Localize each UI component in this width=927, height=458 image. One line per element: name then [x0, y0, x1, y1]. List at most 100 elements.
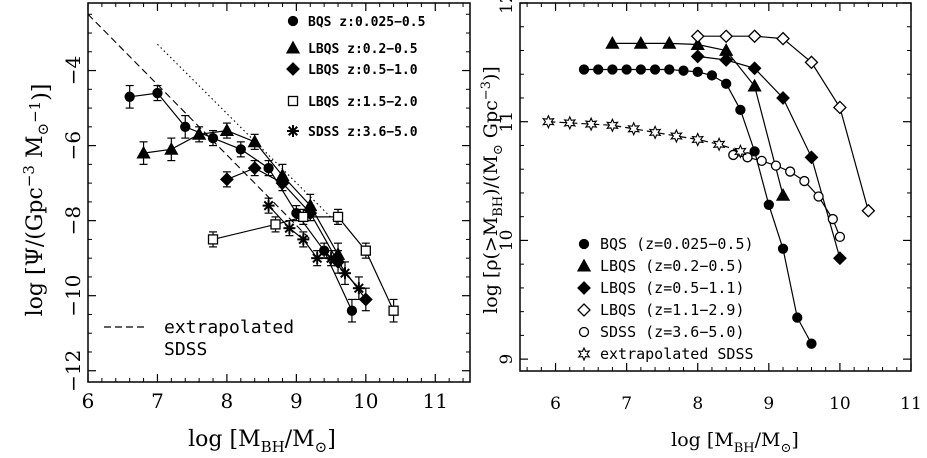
right-series-diamond-line [697, 55, 841, 259]
right-point-circle-open [799, 175, 810, 187]
right-legend-label: SDSS (z=3.6−5.0) [600, 323, 745, 341]
left-point-star [338, 267, 351, 280]
right-legend-label: LBQS (z=0.5−1.1) [600, 279, 745, 297]
right-point-diamond [832, 251, 847, 266]
left-point-circle [152, 87, 163, 99]
right-y-tick-label: 11 [497, 111, 517, 133]
right-point-circle [649, 64, 661, 75]
right-point-circle [593, 64, 604, 75]
right-point-diamond-open [776, 31, 790, 46]
left-legend-marker-square-open [287, 95, 299, 107]
right-point-triangle [662, 36, 677, 49]
right-legend-marker-triangle [576, 258, 592, 272]
right-y-tick-label: 12 [497, 0, 517, 14]
left-point-star [297, 233, 310, 246]
left-y-tick-label: −4 [61, 56, 85, 85]
right-point-star-open [734, 144, 747, 159]
left-legend-marker-triangle [285, 40, 301, 54]
left-point-circle [180, 121, 191, 132]
right-legend-label: LBQS (z=1.1−2.9) [600, 301, 745, 319]
right-point-circle-open [834, 231, 846, 243]
right-point-star-open [648, 125, 662, 140]
right-y-tick-label: 9 [497, 354, 517, 365]
left-point-star [311, 252, 324, 265]
right-point-circle [749, 146, 760, 157]
right-point-star-open [670, 128, 683, 144]
left-point-square-open [298, 211, 309, 223]
left-point-triangle [192, 126, 207, 140]
right-x-tick-label: 7 [621, 394, 632, 414]
left-point-star [283, 222, 296, 235]
left-point-circle [124, 91, 135, 102]
left-point-diamond [219, 172, 234, 187]
left-x-tick-label: 8 [221, 389, 234, 413]
left-legend-label: LBQS z:0.2−0.5 [308, 42, 418, 57]
right-point-circle [664, 64, 675, 75]
right-y-axis-label: log [ρ(>MBH)/(M⊙ Gpc−3)] [479, 66, 506, 314]
right-series-star-open-line [548, 121, 741, 152]
right-point-star-open [584, 116, 598, 132]
left-x-tick-label: 6 [82, 389, 95, 413]
right-point-diamond-open [719, 29, 734, 44]
left-point-diamond [275, 176, 290, 191]
left-point-star [262, 199, 275, 212]
left-y-tick-label: −8 [61, 206, 85, 235]
right-point-circle [806, 338, 817, 349]
right-x-tick-label: 8 [692, 394, 703, 414]
left-legend-marker-circle [287, 15, 299, 27]
left-legend-label: LBQS z:0.5−1.0 [308, 63, 418, 78]
right-point-circle [607, 64, 618, 75]
left-legend-label: SDSS z:3.6−5.0 [308, 125, 418, 140]
right-x-tick-label: 11 [900, 394, 922, 414]
right-point-triangle [633, 36, 648, 49]
right-point-circle [678, 65, 689, 76]
left-point-triangle [136, 145, 151, 159]
right-legend-marker-diamond-open [577, 303, 591, 317]
right-point-star-open [563, 115, 577, 131]
right-legend-marker-star-open [577, 346, 591, 362]
left-point-square-open [360, 245, 371, 256]
right-panel: 6 7 8 9 10 11 9 10 11 12 BQS (z=0.025−0.5) LBQS (z… [479, 0, 922, 456]
right-point-diamond-open [861, 203, 876, 218]
left-x-tick-label: 10 [353, 389, 378, 413]
right-point-circle-open [784, 166, 796, 177]
right-point-circle [621, 64, 632, 75]
right-point-circle [792, 312, 803, 323]
left-point-circle [207, 132, 219, 144]
left-x-tick-label: 7 [151, 389, 164, 413]
right-point-diamond [719, 53, 734, 67]
right-legend-label: LBQS (z=0.2−0.5) [600, 257, 745, 275]
left-point-star [352, 282, 365, 295]
left-legend-marker-diamond [286, 62, 300, 76]
right-point-circle [777, 243, 789, 254]
left-point-triangle [247, 134, 262, 148]
left-point-triangle [219, 123, 235, 137]
left-y-tick-label: −6 [61, 131, 85, 160]
right-legend-marker-circle [578, 238, 590, 250]
right-legend-marker-diamond [577, 281, 591, 295]
right-point-circle [763, 199, 774, 210]
right-point-diamond-open [804, 55, 819, 70]
left-legend-label: LBQS z:1.5−2.0 [308, 95, 418, 110]
right-point-star-open [691, 132, 705, 147]
left-point-circle [346, 305, 358, 316]
left-legend-label: BQS z:0.025−0.5 [308, 15, 425, 30]
left-x-tick-label: 11 [423, 389, 448, 413]
left-series-triangle-line [143, 129, 339, 255]
left-series-square-open-line [212, 216, 395, 311]
right-point-triangle [775, 187, 791, 201]
left-point-square-open [270, 219, 281, 230]
right-point-circle-open [742, 152, 753, 163]
right-point-triangle [747, 78, 762, 92]
left-point-circle [263, 162, 274, 174]
left-legend-marker-star [287, 125, 299, 137]
extrapolated-annotation-line1: extrapolated [164, 317, 294, 338]
right-point-circle [735, 104, 746, 115]
right-point-star-open [712, 136, 726, 152]
right-point-diamond [747, 61, 762, 76]
right-legend-label: BQS (z=0.025−0.5) [600, 235, 754, 253]
left-point-square-open [207, 234, 219, 245]
right-y-tick-label: 10 [497, 230, 517, 252]
extrapolated-annotation-line2: SDSS [164, 339, 207, 360]
